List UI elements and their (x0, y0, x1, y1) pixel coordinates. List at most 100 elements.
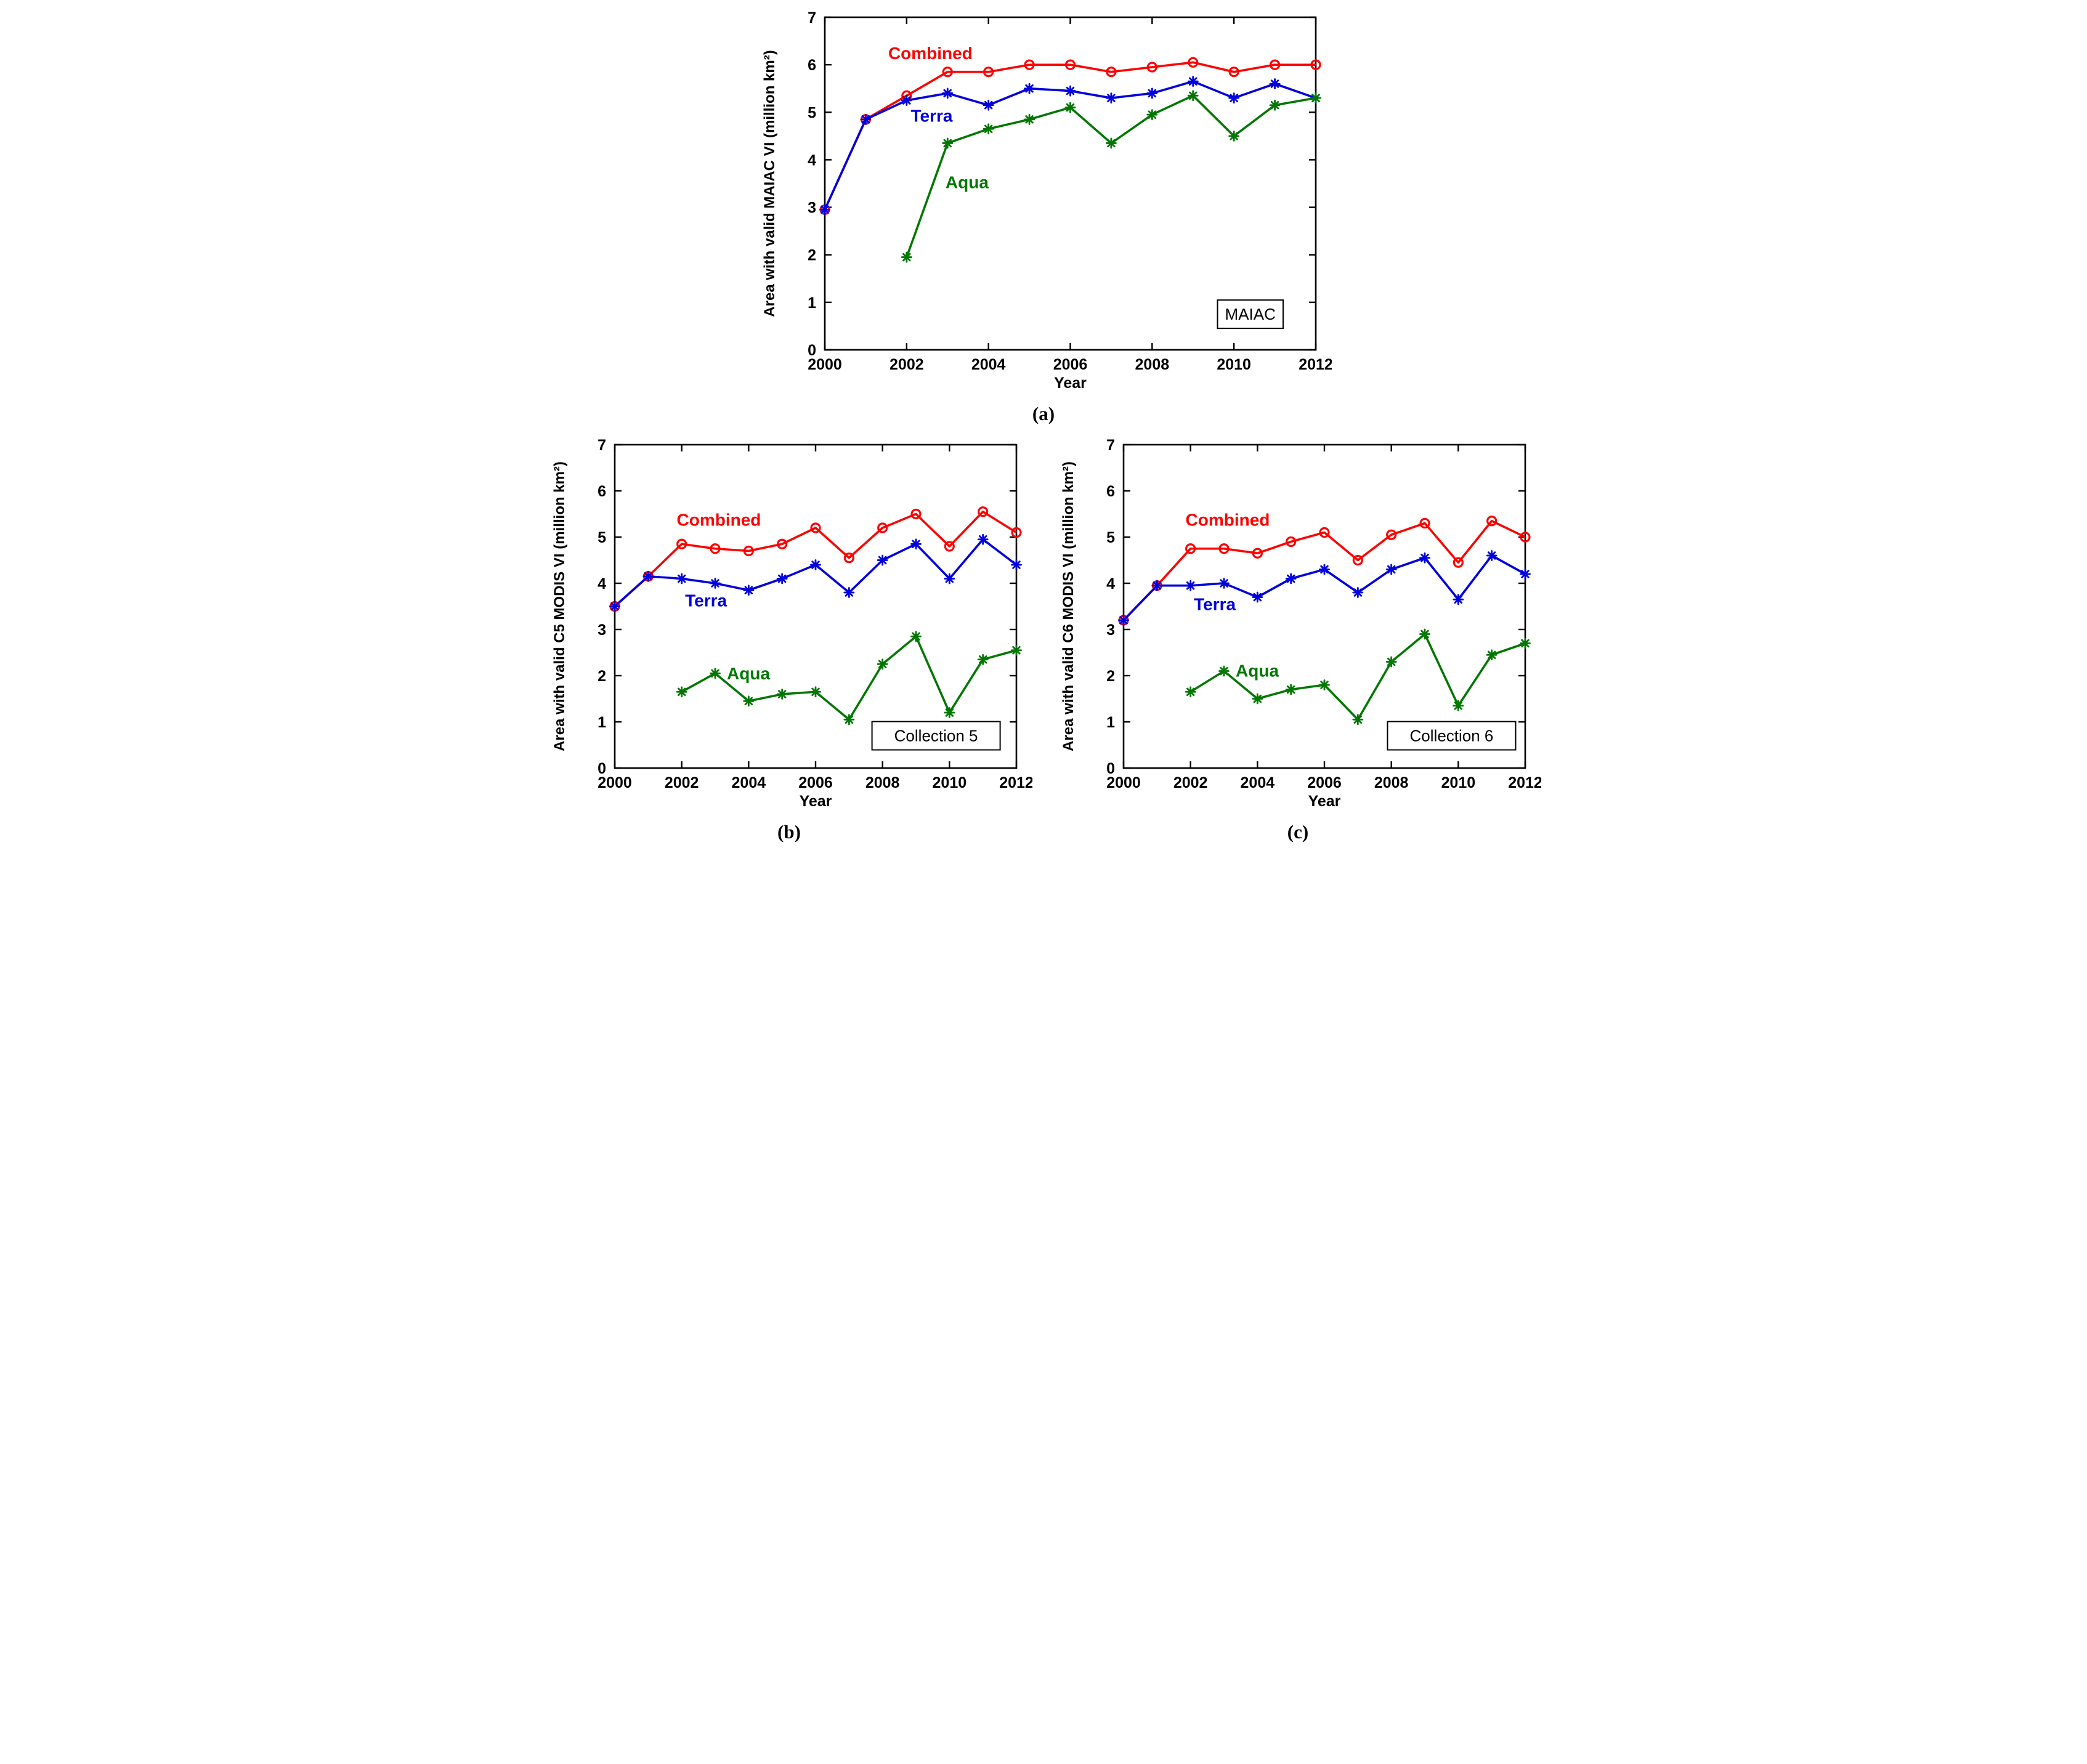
y-tick-label: 0 (1106, 760, 1115, 777)
bottom-row: 2000 2002 2004 2006 2008 2010 2012 0 1 2 3 4 5 6 7 Comb… (522, 434, 1565, 843)
marker-combined (1146, 62, 1157, 73)
marker-combined (1023, 59, 1035, 70)
x-tick-label: 2012 (1508, 774, 1541, 791)
x-tick-label: 2006 (798, 774, 833, 791)
marker-combined (1105, 67, 1117, 78)
marker-combined (1269, 59, 1280, 70)
marker-terra (977, 533, 989, 545)
y-tick-label: 1 (598, 714, 606, 731)
marker-combined (1286, 536, 1297, 548)
marker-terra (642, 570, 654, 582)
x-axis-label: Year (1054, 374, 1087, 392)
figure-page: 2000 2002 2004 2006 2008 2010 2012 0 1 2 3 4 5 6 7 Comb… (522, 0, 1565, 862)
marker-aqua (983, 123, 994, 135)
y-tick-label: 4 (598, 575, 606, 593)
marker-aqua (1385, 656, 1397, 668)
marker-aqua (1285, 684, 1297, 695)
marker-combined (777, 538, 788, 549)
marker-terra (710, 578, 721, 589)
marker-terra (1269, 78, 1280, 89)
caption-b: (b) (777, 821, 801, 843)
plot-box (614, 443, 1018, 769)
x-tick-label: 2012 (1299, 356, 1332, 373)
series-terra (819, 76, 1321, 216)
marker-terra (910, 538, 922, 550)
marker-terra (1151, 580, 1163, 591)
marker-combined (1187, 57, 1198, 68)
annotation-box-label: Collection 6 (1410, 727, 1494, 745)
y-tick-label: 0 (598, 760, 606, 777)
marker-combined (843, 552, 854, 564)
marker-terra (983, 99, 994, 111)
x-tick-label: 2006 (1053, 356, 1087, 373)
annotation-box-label: Collection 5 (894, 727, 978, 745)
marker-combined (942, 67, 953, 78)
marker-aqua (877, 658, 888, 670)
caption-a: (a) (1032, 403, 1055, 424)
x-tick-label: 2010 (1217, 356, 1251, 373)
marker-terra (1252, 591, 1263, 603)
marker-combined (1352, 554, 1363, 566)
marker-terra (1385, 564, 1397, 575)
marker-terra (1185, 580, 1196, 591)
marker-aqua (1310, 92, 1321, 104)
series-label-combined: Combined (1186, 510, 1270, 529)
y-tick-label: 0 (808, 342, 816, 359)
marker-aqua (1218, 665, 1230, 677)
y-tick-label: 3 (808, 200, 816, 217)
marker-aqua (1520, 637, 1531, 649)
annotation-box (871, 721, 1001, 751)
x-tick-label: 2000 (808, 356, 842, 373)
marker-aqua (1319, 679, 1330, 690)
series-label-aqua: Aqua (727, 664, 770, 683)
marker-terra (819, 204, 830, 216)
marker-aqua (676, 686, 687, 698)
series-label-terra: Terra (1194, 595, 1236, 614)
x-tick-label: 2002 (890, 356, 924, 373)
x-tick-label: 2000 (598, 774, 632, 791)
marker-terra (676, 573, 687, 585)
y-tick-label: 5 (598, 529, 606, 546)
y-axis-label: Area with valid C5 MODIS VI (million km²… (551, 461, 568, 751)
marker-terra (843, 587, 855, 598)
marker-terra (901, 95, 912, 106)
caption-c: (c) (1287, 821, 1309, 843)
marker-combined (1419, 517, 1430, 529)
marker-aqua (1252, 693, 1263, 705)
marker-combined (983, 67, 994, 78)
marker-aqua (1269, 99, 1280, 111)
x-axis-label: Year (1308, 793, 1341, 810)
y-tick-label: 3 (1106, 621, 1115, 639)
marker-combined (910, 508, 922, 520)
chart-panel-b: 2000 2002 2004 2006 2008 2010 2012 0 1 2 3 4 5 6 7 Comb… (546, 434, 1032, 843)
x-tick-label: 2004 (1241, 774, 1275, 791)
series-line-combined (614, 510, 1017, 607)
marker-combined (1064, 59, 1076, 70)
x-tick-label: 2012 (999, 774, 1032, 791)
x-tick-label: 2008 (1374, 774, 1409, 791)
marker-combined (810, 522, 821, 533)
marker-aqua (1011, 644, 1022, 656)
marker-combined (1218, 543, 1230, 554)
marker-aqua (944, 707, 955, 718)
marker-combined (978, 506, 989, 517)
marker-aqua (1419, 628, 1430, 640)
series-line-combined (1122, 519, 1526, 621)
series-line-combined (823, 61, 1316, 211)
series-label-terra: Terra (910, 107, 952, 126)
y-tick-label: 6 (808, 57, 816, 74)
chart-panel-c: 2000 2002 2004 2006 2008 2010 2012 0 1 2 3 4 5 6 7 Comb… (1055, 434, 1541, 843)
marker-terra (1105, 92, 1117, 104)
marker-combined (1486, 516, 1497, 527)
y-tick-label: 7 (808, 9, 816, 26)
marker-terra (1218, 578, 1230, 589)
marker-combined (1185, 543, 1196, 554)
series-label-combined: Combined (888, 44, 972, 63)
y-axis-label: Area with valid C6 MODIS VI (million km²… (1060, 461, 1077, 751)
y-tick-label: 2 (598, 668, 606, 685)
x-axis-label: Year (800, 793, 832, 810)
marker-combined (1453, 557, 1464, 568)
x-tick-label: 2008 (1135, 356, 1169, 373)
x-tick-label: 2000 (1106, 774, 1141, 791)
marker-aqua (1185, 686, 1196, 698)
